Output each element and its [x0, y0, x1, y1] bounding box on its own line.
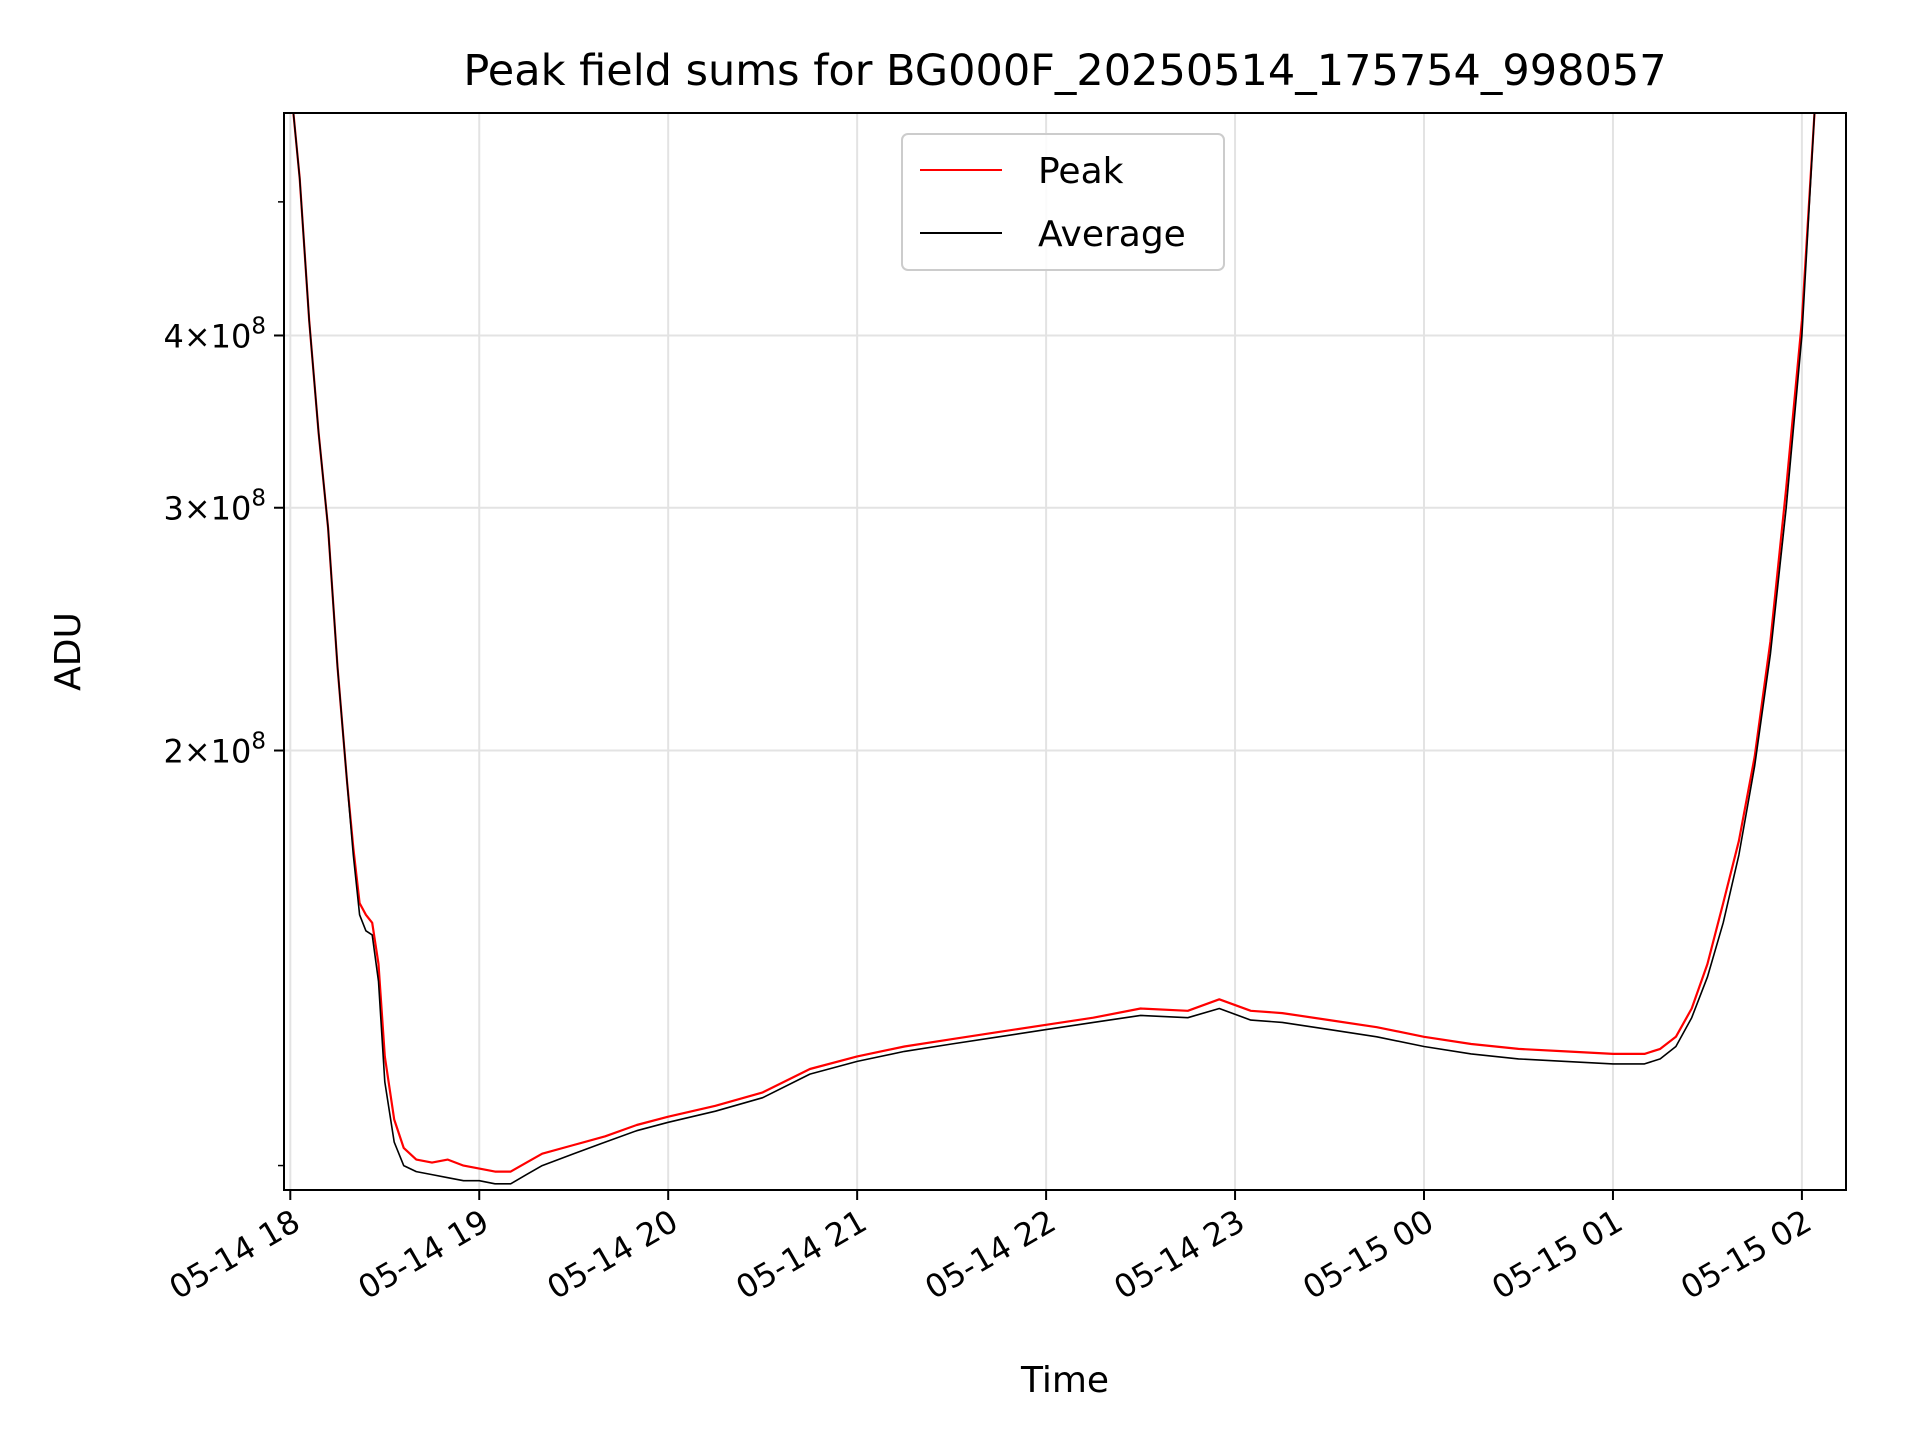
legend-label: Peak	[1038, 151, 1124, 192]
grid	[284, 113, 1846, 1190]
series-line-average	[292, 113, 1816, 1185]
x-tick-label: 05-15 01	[1485, 1202, 1629, 1307]
x-axis-label: Time	[1020, 1360, 1109, 1401]
x-tick-label: 05-14 21	[730, 1202, 874, 1307]
y-tick-exponent: 8	[251, 729, 266, 755]
x-tick-label: 05-14 19	[352, 1202, 496, 1307]
legend-label: Average	[1038, 214, 1186, 255]
x-tick-label: 05-15 00	[1296, 1202, 1440, 1307]
x-axis: 05-14 18 05-14 19 05-14 20 05-14 21 05-14 22…	[163, 1190, 1818, 1307]
legend-box	[901, 133, 1225, 271]
x-tick-label: 05-14 18	[163, 1202, 307, 1307]
x-tick-label: 05-14 20	[541, 1202, 685, 1307]
y-tick-exponent: 8	[251, 486, 266, 512]
y-tick-label: 3×108	[163, 486, 266, 528]
series-line-peak	[292, 113, 1816, 1173]
y-tick-times: ×10	[184, 317, 252, 355]
y-tick-times: ×10	[184, 490, 252, 528]
series-layer	[292, 113, 1816, 1185]
plot-frame	[283, 112, 1847, 1191]
chart-title: Peak field sums for BG000F_20250514_1757…	[463, 46, 1666, 96]
y-tick-mantissa: 2	[163, 733, 183, 771]
y-tick-mantissa: 4	[163, 317, 183, 355]
x-tick-label: 05-14 23	[1107, 1202, 1251, 1307]
x-tick-label: 05-15 02	[1674, 1202, 1818, 1307]
y-tick-times: ×10	[184, 733, 252, 771]
y-tick-exponent: 8	[251, 313, 266, 339]
legend: Peak Average	[901, 133, 1225, 271]
y-tick-mantissa: 3	[163, 490, 183, 528]
y-tick-label: 4×108	[163, 313, 266, 355]
y-tick-label: 2×108	[163, 729, 266, 771]
y-axis-label: ADU	[48, 612, 89, 691]
x-tick-label: 05-14 22	[919, 1202, 1063, 1307]
